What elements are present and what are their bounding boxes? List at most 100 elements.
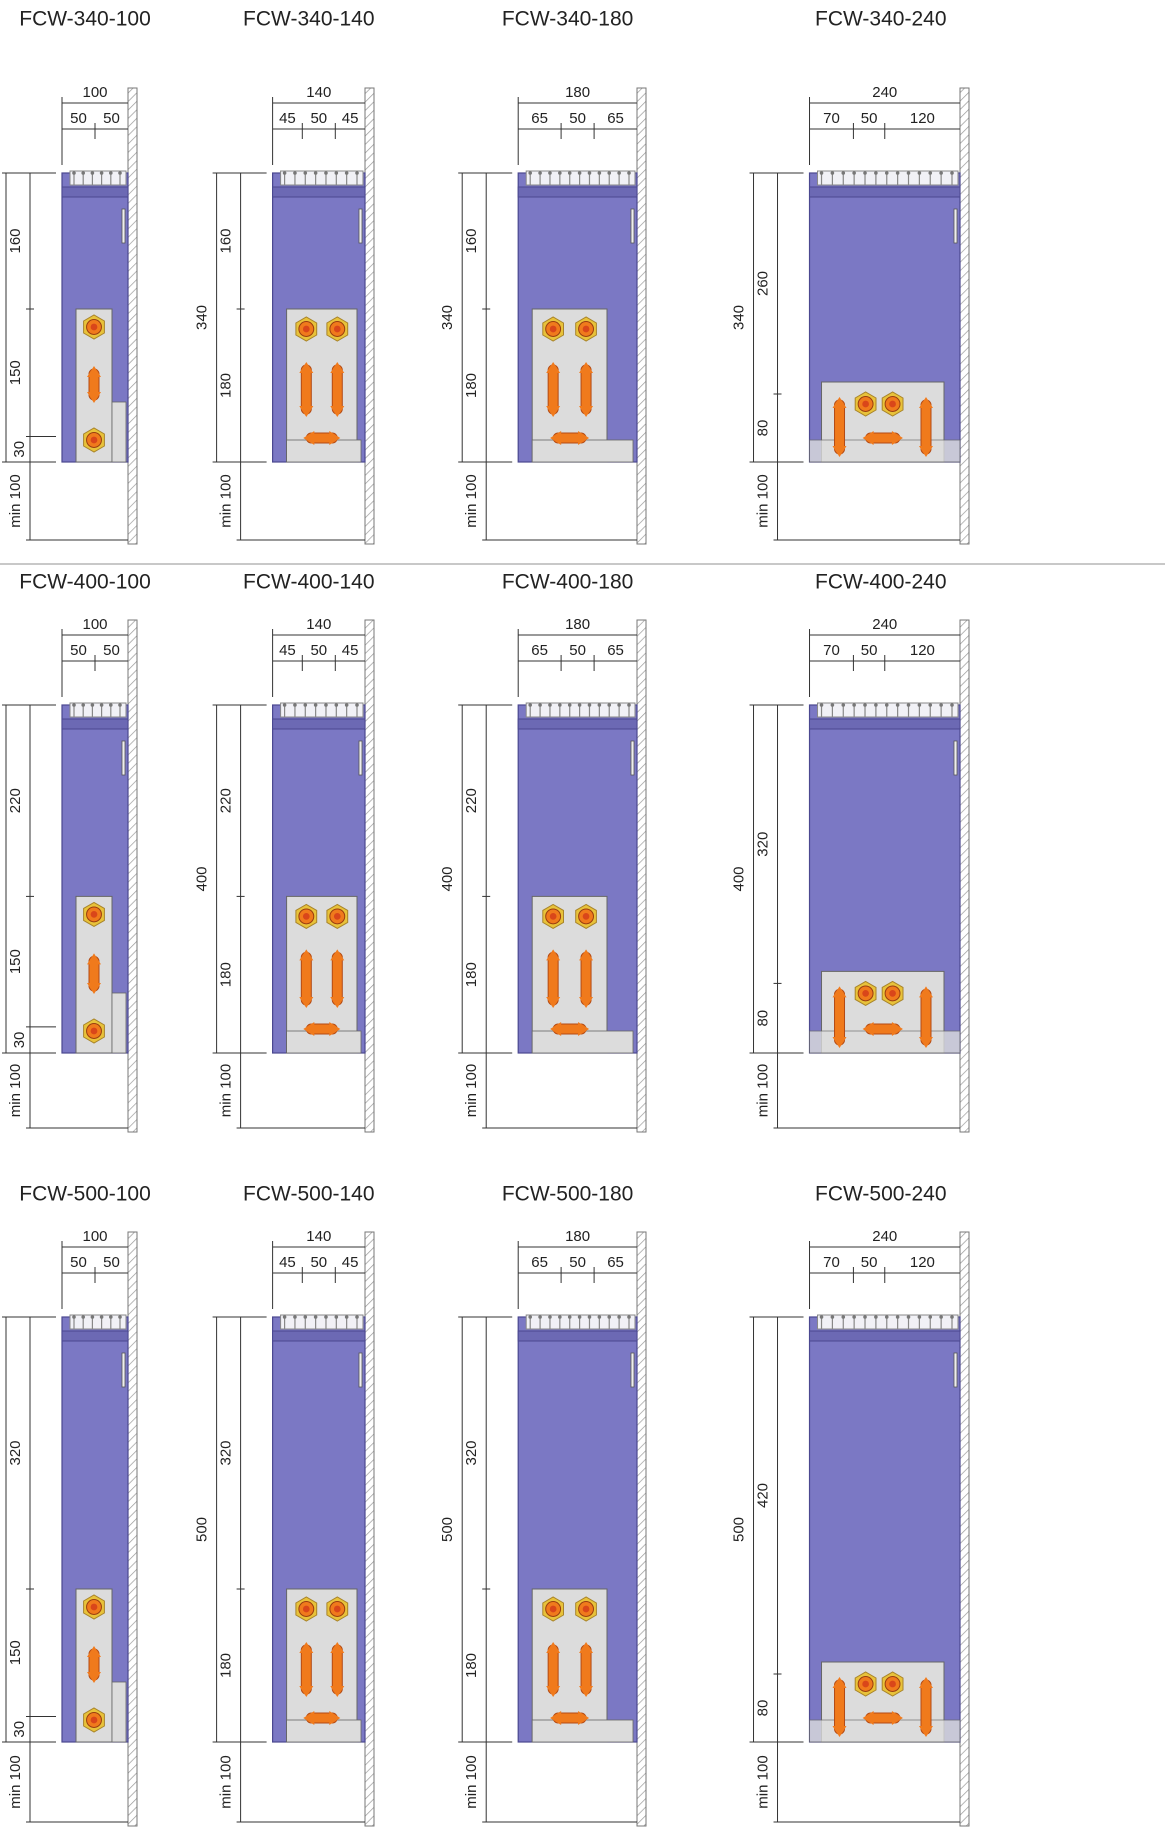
tube-arrow-bottom [579, 406, 594, 417]
upper-section-label: 220 [463, 788, 480, 813]
grille-rivet [841, 703, 846, 707]
model-title: FCW-500-140 [243, 1183, 375, 1206]
grille-rivet [109, 1315, 113, 1319]
grille-rivet [72, 171, 76, 175]
grille-rivet [627, 171, 631, 175]
grille-icon [817, 702, 959, 718]
mount-clip [953, 1352, 958, 1388]
grille-rivet [577, 703, 582, 707]
subwidth-label: 70 [823, 110, 840, 127]
fitting-core [90, 323, 98, 331]
tube-arrow-top [299, 949, 314, 961]
min-clearance-label: min 100 [463, 474, 480, 527]
fitting-core [889, 1680, 896, 1688]
grille-bar [280, 170, 364, 186]
heat-exchanger [809, 381, 961, 463]
grille-rivet [597, 703, 602, 707]
subwidth-label: 70 [823, 1254, 840, 1271]
grille-icon [525, 170, 636, 186]
tube-arrow-top [299, 1642, 314, 1653]
height-label: 400 [439, 866, 456, 891]
base-plate [111, 1681, 127, 1743]
grille-rivet [303, 171, 308, 175]
grille-rivet [597, 171, 602, 175]
grille-rivet [293, 1315, 297, 1319]
tube-arrow-top [579, 949, 594, 961]
heat-exchanger [75, 1588, 127, 1743]
tube-arrow-top [87, 953, 101, 965]
tube-arrow-right [578, 1711, 590, 1725]
tube-arrow-right [578, 1022, 590, 1036]
min-clearance-label: min 100 [7, 1064, 24, 1117]
fitting-core [90, 911, 98, 918]
upper-section-label: 320 [7, 1440, 24, 1465]
model-panel: FCW-340-240 240 70 50 120 340 260 80 min 100 [730, 8, 970, 545]
grille-frame [61, 1330, 129, 1342]
grille-rivet [587, 171, 592, 175]
height-label: 340 [439, 305, 456, 330]
wall-hatch-icon [959, 1231, 970, 1827]
grille-bar [525, 1314, 636, 1330]
model-panel: FCW-400-100100505040022015030min 100 [2, 571, 151, 1133]
min-clearance-label: min 100 [463, 1755, 480, 1808]
fitting-core [862, 400, 869, 408]
height-label: 500 [439, 1517, 456, 1542]
grille-icon [69, 170, 127, 186]
base-plate [531, 1030, 634, 1054]
min-clearance-label: min 100 [463, 1064, 480, 1117]
heat-exchanger [531, 895, 634, 1054]
tube-arrow-top [919, 397, 933, 408]
mount-clip [121, 208, 126, 244]
lower-section-label: 180 [463, 1653, 480, 1678]
upper-section-label: 160 [7, 228, 24, 253]
lower-section-label: 180 [218, 373, 235, 398]
tube-arrow-right [891, 1022, 903, 1036]
grille-rivet [906, 703, 911, 707]
grille-rivet [607, 1315, 612, 1319]
grille-rivet [81, 703, 85, 707]
grille-icon [280, 1314, 364, 1330]
grille-rivet [99, 171, 104, 175]
subwidth-label: 120 [910, 1254, 935, 1271]
grille-rivet [884, 703, 889, 707]
grille-rivet [109, 703, 113, 707]
grille-bar [69, 1314, 127, 1330]
subwidth-label: 45 [342, 1254, 359, 1271]
tube-arrow-bottom [330, 997, 345, 1008]
grille-rivet [282, 1315, 287, 1319]
grille-rivet [874, 171, 878, 175]
grille-rivet [895, 1315, 900, 1319]
grille-rivet [874, 703, 878, 707]
grille-rivet [313, 1315, 318, 1319]
tube-arrow-bottom [579, 997, 594, 1008]
grille-rivet [939, 703, 943, 707]
upper-section-label: 260 [754, 271, 771, 296]
min-clearance-label: min 100 [7, 1755, 24, 1808]
grille-icon [525, 702, 636, 718]
height-label: 400 [730, 866, 747, 891]
tube-arrow-left [550, 1022, 562, 1036]
width-label: 140 [306, 1228, 331, 1245]
heat-exchanger [531, 1588, 634, 1743]
grille-icon [817, 170, 959, 186]
grille-rivet [830, 703, 835, 707]
heat-exchanger [286, 895, 362, 1054]
model-title: FCW-340-180 [502, 8, 634, 31]
grille-rivet [819, 171, 824, 175]
grille-rivet [109, 171, 113, 175]
grille-rivet [324, 703, 328, 707]
fitting-core [90, 1716, 98, 1724]
grille-rivet [939, 1315, 943, 1319]
grille-bar [817, 170, 959, 186]
lower-section-label: 150 [7, 360, 24, 385]
width-label: 240 [872, 1228, 897, 1245]
tube-arrow-right [329, 1711, 341, 1725]
tube-arrow-top [330, 362, 345, 373]
model-panel: FCW-400-180 180 65 50 65 400 220 180 min 100 [439, 571, 647, 1133]
base-section-label: 30 [11, 1721, 28, 1738]
width-label: 140 [306, 616, 331, 633]
mount-clip [953, 208, 958, 244]
subwidth-label: 65 [607, 110, 624, 127]
grille-rivet [99, 703, 104, 707]
